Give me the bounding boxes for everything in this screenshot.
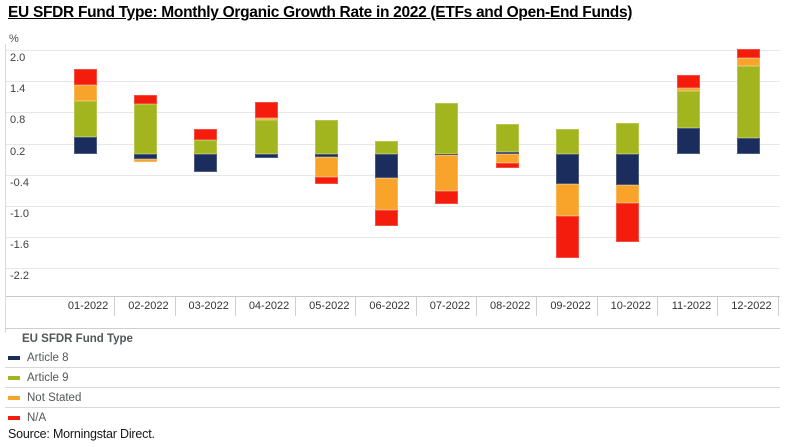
x-axis-label: 01-2022 <box>55 297 116 316</box>
bar-segment-n-a-04-2022[interactable] <box>254 102 278 118</box>
bar-segment-n-a-02-2022[interactable] <box>133 94 157 105</box>
bar-segment-n-a-11-2022[interactable] <box>676 74 700 89</box>
legend-item-label: Article 8 <box>27 351 69 364</box>
bar-segment-article-8-05-2022[interactable] <box>314 154 338 157</box>
gridline <box>6 112 780 114</box>
source-note: Source: Morningstar Direct. <box>8 427 155 441</box>
bar-segment-article-8-02-2022[interactable] <box>133 154 157 160</box>
bar-segment-not-stated-04-2022[interactable] <box>254 117 278 121</box>
bar-segment-not-stated-02-2022[interactable] <box>133 159 157 162</box>
bar-segment-article-8-06-2022[interactable] <box>375 154 399 179</box>
bar-segment-n-a-07-2022[interactable] <box>435 190 459 205</box>
legend-marker-icon <box>8 395 20 400</box>
legend-marker-icon <box>8 355 20 360</box>
bar-segment-not-stated-11-2022[interactable] <box>676 88 700 92</box>
bar-segment-article-8-03-2022[interactable] <box>194 154 218 172</box>
bar-segment-n-a-01-2022[interactable] <box>73 69 97 86</box>
bar-segment-n-a-03-2022[interactable] <box>194 129 218 141</box>
x-axis-line <box>6 296 780 297</box>
gridline <box>6 268 780 270</box>
y-axis-tick-label: -2.2 <box>10 270 29 283</box>
bar-segment-article-9-08-2022[interactable] <box>495 124 519 153</box>
bar-segment-article-9-06-2022[interactable] <box>375 141 399 154</box>
x-axis-label: 11-2022 <box>658 297 719 316</box>
bar-segment-article-9-01-2022[interactable] <box>73 100 97 137</box>
y-axis-tick-label: -0.4 <box>10 176 29 189</box>
x-axis-label: 02-2022 <box>115 297 176 316</box>
bar-segment-article-9-03-2022[interactable] <box>194 140 218 154</box>
bar-segment-not-stated-01-2022[interactable] <box>73 85 97 101</box>
bar-segment-article-9-11-2022[interactable] <box>676 91 700 128</box>
bar-segment-not-stated-07-2022[interactable] <box>435 155 459 191</box>
bar-segment-not-stated-06-2022[interactable] <box>375 178 399 210</box>
bar-segment-article-9-04-2022[interactable] <box>254 120 278 154</box>
y-axis-tick-label: 0.8 <box>10 114 26 127</box>
bar-segment-article-9-05-2022[interactable] <box>314 120 338 154</box>
legend-marker-icon <box>8 415 20 420</box>
x-axis-label: 08-2022 <box>477 297 538 316</box>
legend: EU SFDR Fund Type Article 8 Article 9 Not … <box>5 328 780 427</box>
bar-segment-article-9-12-2022[interactable] <box>736 66 760 139</box>
plot-area: 2.0 1.4 0.8 0.2 -0.4 -1.0 -1.6 -2.2 01-2022 02-20… <box>5 44 780 333</box>
bar-segment-not-stated-05-2022[interactable] <box>314 156 338 178</box>
bar-segment-article-9-02-2022[interactable] <box>133 104 157 154</box>
y-axis-tick-label: 0.2 <box>10 145 26 158</box>
legend-marker-icon <box>8 375 20 380</box>
x-axis-label: 06-2022 <box>357 297 417 316</box>
x-axis-label: 05-2022 <box>296 297 357 316</box>
bar-segment-not-stated-09-2022[interactable] <box>556 184 580 217</box>
chart-title: EU SFDR Fund Type: Monthly Organic Growt… <box>8 4 633 21</box>
legend-item-label: N/A <box>27 411 47 424</box>
y-axis-tick-label: -1.0 <box>10 208 29 220</box>
x-axis-label: 09-2022 <box>537 297 598 316</box>
bar-segment-not-stated-12-2022[interactable] <box>736 58 760 67</box>
bar-segment-article-8-01-2022[interactable] <box>73 136 97 154</box>
legend-item-article-9[interactable]: Article 9 <box>5 368 780 388</box>
y-axis-unit-label: % <box>9 33 19 45</box>
bar-segment-article-8-07-2022[interactable] <box>435 154 459 156</box>
bar-segment-n-a-10-2022[interactable] <box>616 203 640 243</box>
legend-items: Article 8 Article 9 Not Stated N/A <box>5 348 780 427</box>
bar-segment-article-9-10-2022[interactable] <box>616 123 640 154</box>
bar-segment-article-9-07-2022[interactable] <box>435 103 459 154</box>
bar-segment-n-a-09-2022[interactable] <box>556 216 580 258</box>
x-axis-label: 04-2022 <box>236 297 297 316</box>
bar-segment-article-8-09-2022[interactable] <box>556 154 580 185</box>
bar-segment-article-8-12-2022[interactable] <box>736 138 760 154</box>
bar-segment-article-8-04-2022[interactable] <box>254 154 278 159</box>
bar-segment-not-stated-08-2022[interactable] <box>495 154 519 164</box>
bar-segment-n-a-08-2022[interactable] <box>495 163 519 169</box>
bar-segment-n-a-12-2022[interactable] <box>736 48 760 59</box>
y-axis-tick-label: 2.0 <box>10 52 26 64</box>
bar-segment-not-stated-10-2022[interactable] <box>616 184 640 204</box>
gridline <box>6 81 780 83</box>
x-axis-label: 03-2022 <box>176 297 236 316</box>
gridline <box>6 50 780 51</box>
legend-item-not-stated[interactable]: Not Stated <box>5 388 780 408</box>
x-axis-label: 07-2022 <box>417 297 478 316</box>
legend-item-n-a[interactable]: N/A <box>5 408 780 427</box>
bar-segment-n-a-05-2022[interactable] <box>314 177 338 185</box>
bar-segment-article-8-11-2022[interactable] <box>676 128 700 154</box>
y-axis-tick-label: 1.4 <box>10 83 26 96</box>
x-axis-label: 12-2022 <box>718 297 779 316</box>
legend-item-label: Not Stated <box>27 391 82 404</box>
legend-item-label: Article 9 <box>27 371 69 384</box>
x-axis-label: 10-2022 <box>598 297 658 316</box>
gridline <box>6 237 780 239</box>
y-axis-tick-label: -1.6 <box>10 239 29 252</box>
bar-segment-n-a-06-2022[interactable] <box>375 209 399 227</box>
legend-item-article-8[interactable]: Article 8 <box>5 348 780 368</box>
legend-title: EU SFDR Fund Type <box>22 333 133 345</box>
bar-segment-article-8-08-2022[interactable] <box>495 152 519 154</box>
bar-segment-article-8-10-2022[interactable] <box>616 154 640 185</box>
bar-segment-article-9-09-2022[interactable] <box>556 128 580 154</box>
